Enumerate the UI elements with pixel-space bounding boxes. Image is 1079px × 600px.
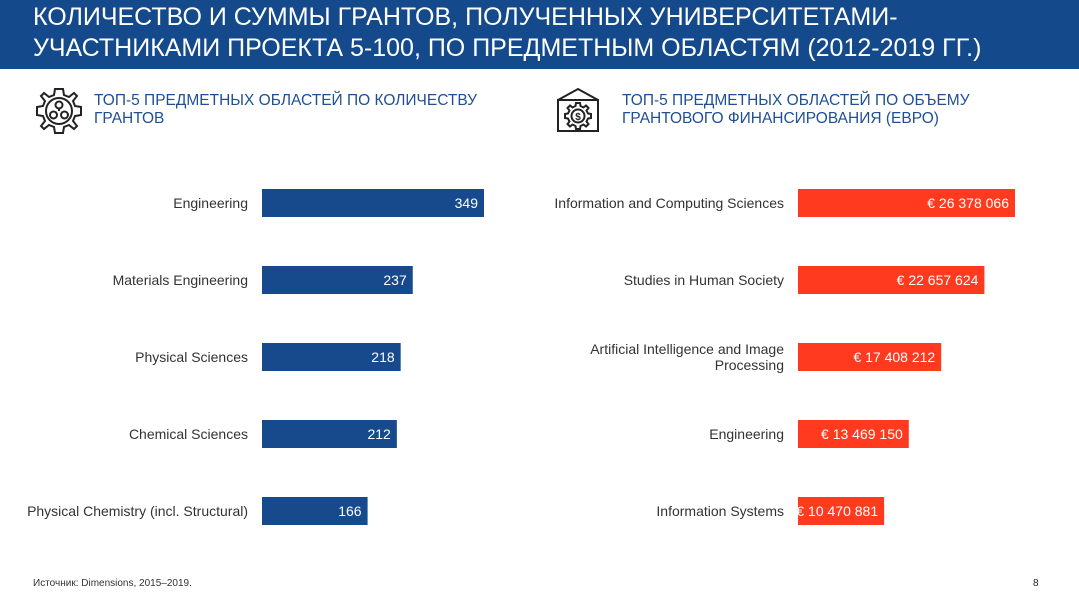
left-category-label-5: Physical Chemistry (incl. Structural) <box>27 503 248 519</box>
page-number: 8 <box>1033 578 1039 589</box>
left-value-label-4: 212 <box>367 426 391 442</box>
left-chart-title: ТОП-5 предметных областей по количеству … <box>94 92 478 127</box>
left-category-label-3: Physical Sciences <box>135 349 248 365</box>
left-bar-5 <box>262 497 368 525</box>
right-value-label-4: € 13 469 150 <box>821 426 903 442</box>
svg-text:$: $ <box>575 112 581 123</box>
right-category-label-2: Studies in Human Society <box>624 272 784 288</box>
right-bar-4 <box>798 420 909 448</box>
right-bar-1 <box>798 189 1015 217</box>
right-category-label-3: Artificial Intelligence and Image Process… <box>590 341 784 373</box>
left-category-label-4: Chemical Sciences <box>129 426 248 442</box>
source-note: Источник: Dimensions, 2015–2019. <box>33 578 192 589</box>
left-value-label-3: 218 <box>371 349 395 365</box>
left-bar-2 <box>262 266 413 294</box>
right-bar-5 <box>798 497 885 525</box>
left-bar-4 <box>262 420 397 448</box>
molecules-gear-icon <box>34 86 84 136</box>
left-value-label-2: 237 <box>383 272 407 288</box>
right-value-label-5: € 10 470 881 <box>796 503 878 519</box>
left-bar-1 <box>262 189 484 217</box>
left-value-label-1: 349 <box>455 195 479 211</box>
left-value-label-5: 166 <box>338 503 362 519</box>
header-bar: Количество и суммы грантов, полученных у… <box>0 0 1079 69</box>
left-category-label-1: Engineering <box>173 195 248 211</box>
right-bar-2 <box>798 266 985 294</box>
right-value-label-3: € 17 408 212 <box>853 349 935 365</box>
right-value-label-1: € 26 378 066 <box>927 195 1009 211</box>
money-gear-icon: $ <box>555 86 601 134</box>
charts-canvas: Engineering 349 Materials Engineering 237 Ph… <box>27 189 1015 525</box>
page-title: Количество и суммы грантов, полученных у… <box>33 3 982 62</box>
right-chart-title: ТОП-5 предметных областей по объему гран… <box>622 92 970 127</box>
left-bar-3 <box>262 343 401 371</box>
right-value-label-2: € 22 657 624 <box>897 272 979 288</box>
right-bar-3 <box>798 343 942 371</box>
left-category-label-2: Materials Engineering <box>113 272 248 288</box>
right-category-label-1: Information and Computing Sciences <box>554 195 784 211</box>
right-category-label-4: Engineering <box>709 426 784 442</box>
right-category-label-5: Information Systems <box>656 503 784 519</box>
